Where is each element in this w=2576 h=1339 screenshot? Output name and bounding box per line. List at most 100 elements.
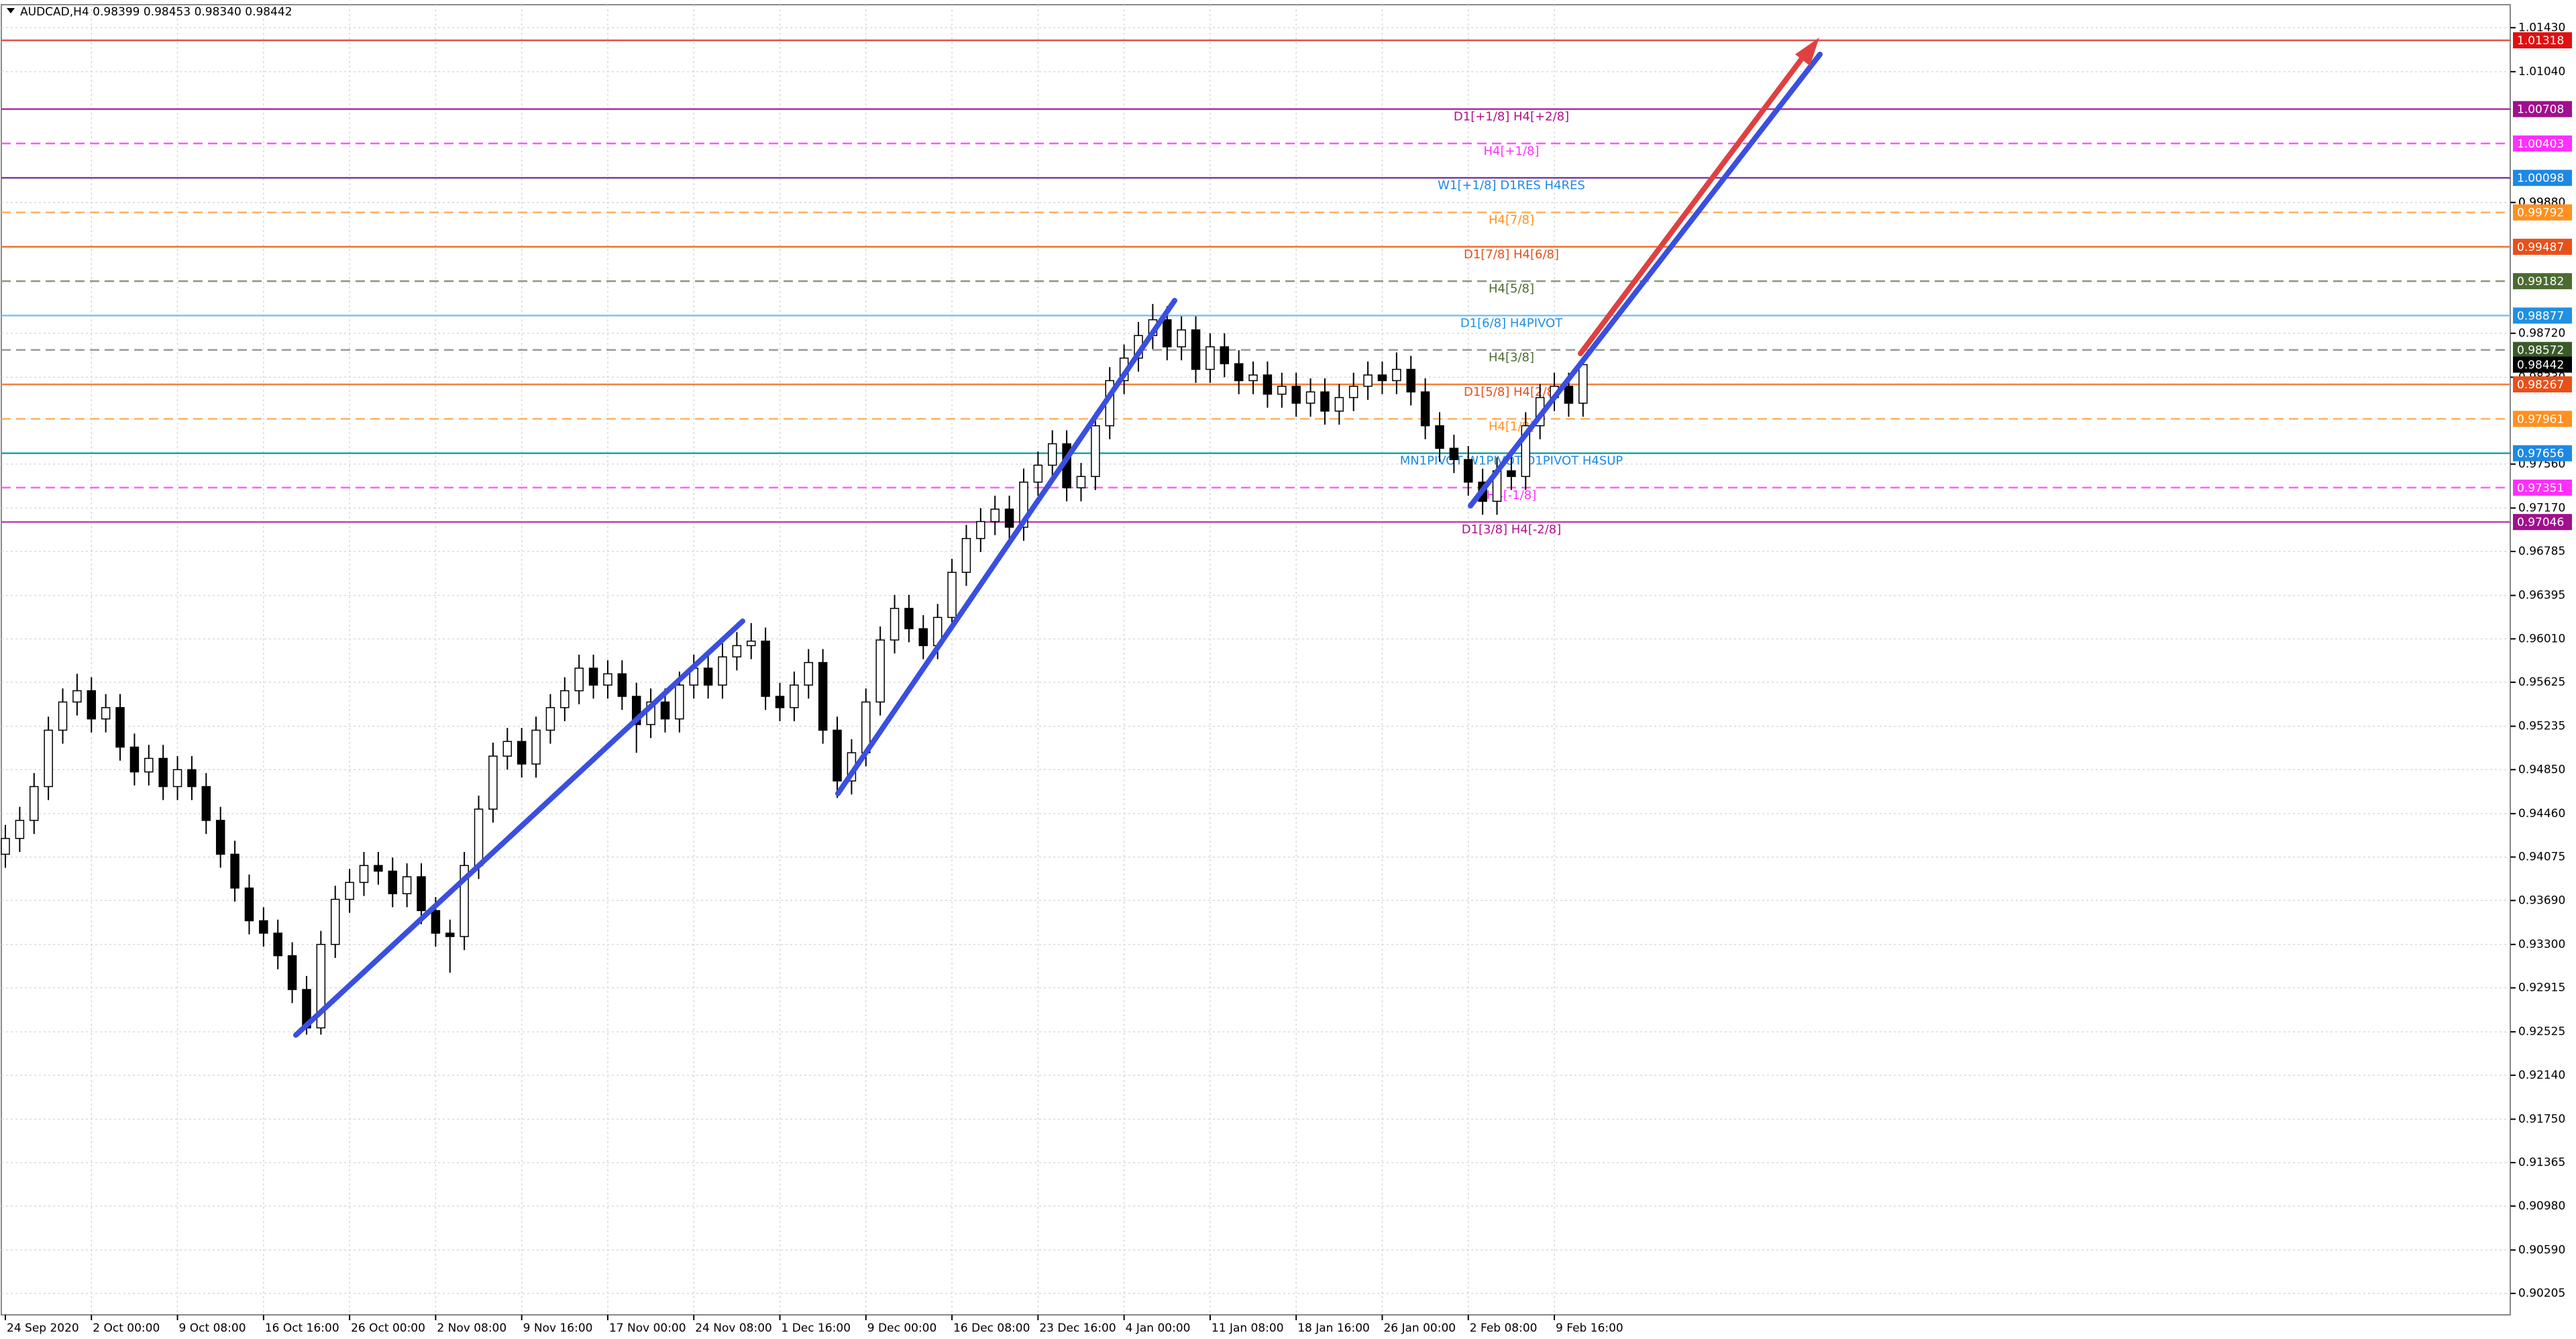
price-tag-label: 1.00403 xyxy=(2517,138,2564,151)
candle-body xyxy=(1420,391,1430,427)
candle-body xyxy=(818,661,828,731)
candle-body xyxy=(30,786,39,821)
price-tag-label: 0.97656 xyxy=(2517,447,2564,461)
candle-body xyxy=(747,640,756,647)
candle-body xyxy=(1248,374,1258,382)
candle-body xyxy=(402,876,412,894)
candle-body xyxy=(388,870,398,894)
candle-body xyxy=(201,786,211,821)
price-tag xyxy=(2513,411,2572,427)
candle-body xyxy=(244,888,254,922)
candle-body xyxy=(617,673,627,697)
candle-body xyxy=(660,701,670,720)
candle-body xyxy=(58,701,68,731)
arrow-shaft xyxy=(1578,52,1807,356)
x-tick-label: 9 Feb 16:00 xyxy=(1556,1322,1623,1335)
price-tag xyxy=(2513,479,2572,496)
candle-body xyxy=(790,684,799,708)
price-tag-label: 0.99487 xyxy=(2517,241,2564,254)
axes: 1.014301.010400.99880.998800.987200.9833… xyxy=(5,21,2572,1335)
x-tick-label: 9 Nov 16:00 xyxy=(523,1322,593,1335)
candle-body xyxy=(502,741,513,757)
candle-body xyxy=(1464,459,1473,483)
level-label: D1[6/8] H4PIVOT xyxy=(1460,316,1563,330)
level-label: H4[+1/8] xyxy=(1483,144,1539,158)
candle-body xyxy=(445,932,455,937)
candle-body xyxy=(1220,346,1230,364)
candle-body xyxy=(15,820,25,839)
candle-body xyxy=(961,537,971,573)
x-tick-label: 1 Dec 16:00 xyxy=(782,1322,851,1335)
y-tick-label: 0.93300 xyxy=(2518,938,2565,951)
price-tag-label: 0.99182 xyxy=(2517,275,2564,288)
price-tag-label: 1.01318 xyxy=(2517,34,2564,48)
candle-body xyxy=(230,853,239,889)
forecast-arrow xyxy=(1578,38,1819,356)
y-tick-label: 0.97170 xyxy=(2518,501,2565,515)
level-label: H4[7/8] xyxy=(1489,213,1534,227)
x-tick-label: 23 Dec 16:00 xyxy=(1039,1322,1116,1335)
y-tick-label: 0.96395 xyxy=(2518,589,2565,602)
candle-body xyxy=(732,645,742,657)
level-label: W1[+1/8] D1RES H4RES xyxy=(1438,178,1585,193)
candle-body xyxy=(1578,364,1588,404)
trend-line xyxy=(835,298,1177,796)
current-price-tag xyxy=(2513,356,2572,373)
y-tick-label: 0.96785 xyxy=(2518,545,2565,558)
candle-body xyxy=(1348,386,1358,398)
candle-body xyxy=(1406,368,1415,392)
candle-body xyxy=(1377,374,1387,382)
level-label: D1[3/8] H4[-2/8] xyxy=(1462,523,1562,537)
price-tag xyxy=(2513,204,2572,221)
candle-body xyxy=(1291,386,1301,404)
y-tick-label: 0.91365 xyxy=(2518,1156,2565,1169)
candle-body xyxy=(1507,470,1516,478)
price-tag xyxy=(2513,376,2572,392)
price-tag-label: 0.98572 xyxy=(2517,344,2564,358)
candle-body xyxy=(1047,443,1057,466)
candle-body xyxy=(172,769,182,788)
y-tick-label: 0.92140 xyxy=(2518,1069,2565,1082)
price-tag-label: 0.97961 xyxy=(2517,413,2564,426)
candle-body xyxy=(115,707,125,748)
candle-body xyxy=(330,898,340,945)
candle-body xyxy=(187,769,197,788)
y-tick-label: 0.91750 xyxy=(2518,1112,2565,1126)
trend-line xyxy=(1468,52,1823,508)
trend-line xyxy=(293,619,745,1038)
y-tick-label: 0.98720 xyxy=(2518,327,2565,340)
candle-body xyxy=(72,690,82,703)
candle-body xyxy=(374,865,383,872)
x-tick-label: 2 Nov 08:00 xyxy=(437,1322,506,1335)
price-tag-label: 0.98877 xyxy=(2517,309,2564,323)
candle-body xyxy=(1091,425,1100,478)
x-tick-label: 2 Oct 00:00 xyxy=(93,1322,160,1335)
x-tick-label: 26 Oct 00:00 xyxy=(351,1322,425,1335)
candle-body xyxy=(588,667,598,686)
candle-body xyxy=(1205,346,1215,370)
candle-body xyxy=(1177,329,1186,347)
candle-body xyxy=(1392,368,1401,382)
candle-body xyxy=(675,684,684,720)
price-tag xyxy=(2513,445,2572,462)
level-label: H4[5/8] xyxy=(1489,282,1534,296)
y-tick-label: 0.94460 xyxy=(2518,807,2565,820)
level-label: D1[5/8] H4[2/8] xyxy=(1464,385,1559,399)
x-tick-label: 16 Dec 08:00 xyxy=(953,1322,1030,1335)
y-tick-label: 1.01040 xyxy=(2518,65,2565,78)
y-tick-label: 0.94075 xyxy=(2518,851,2565,864)
price-tag-label: 0.99792 xyxy=(2517,207,2564,220)
candle-body xyxy=(918,628,928,647)
y-tick-label: 0.93690 xyxy=(2518,894,2565,907)
candle-body xyxy=(947,572,957,619)
candle-body xyxy=(431,910,441,934)
candle-body xyxy=(1191,329,1201,370)
x-tick-label: 9 Dec 00:00 xyxy=(867,1322,937,1335)
y-tick-label: 0.90205 xyxy=(2518,1287,2565,1300)
price-tag-label: 0.98267 xyxy=(2517,378,2564,392)
x-tick-label: 9 Oct 08:00 xyxy=(179,1322,246,1335)
price-tag xyxy=(2513,170,2572,186)
candle-body xyxy=(144,757,154,773)
candle-body xyxy=(531,729,541,765)
